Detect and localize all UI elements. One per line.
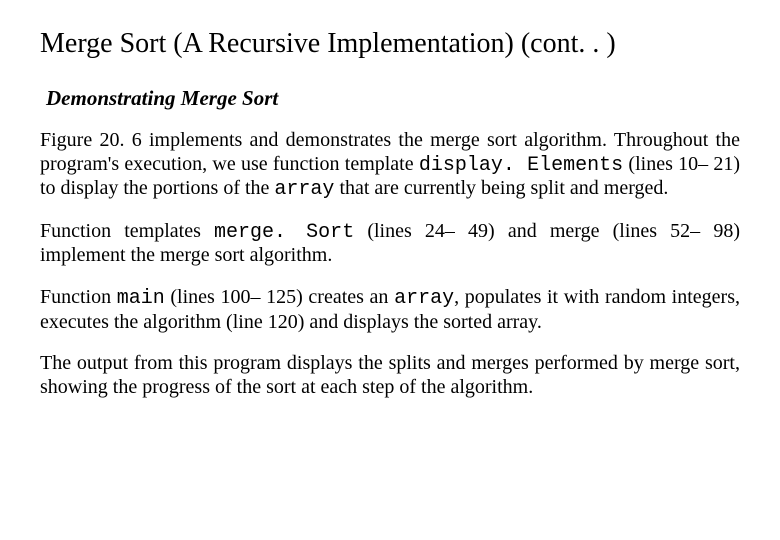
code-array: array bbox=[394, 287, 454, 310]
paragraph-2: Function templates merge. Sort (lines 24… bbox=[40, 220, 740, 268]
code-merge-sort: merge. Sort bbox=[214, 221, 354, 244]
code-array: array bbox=[274, 178, 334, 201]
paragraph-1: Figure 20. 6 implements and demonstrates… bbox=[40, 129, 740, 202]
text: Function bbox=[40, 286, 117, 308]
text: that are currently being split and merge… bbox=[334, 177, 668, 199]
code-main: main bbox=[117, 287, 165, 310]
text: (lines 100– 125) creates an bbox=[165, 286, 394, 308]
text: Function templates bbox=[40, 220, 214, 242]
page-title: Merge Sort (A Recursive Implementation) … bbox=[40, 28, 740, 60]
paragraph-4: The output from this program displays th… bbox=[40, 352, 740, 399]
section-subtitle: Demonstrating Merge Sort bbox=[46, 86, 740, 111]
code-display-elements: display. Elements bbox=[419, 154, 623, 177]
document-page: Merge Sort (A Recursive Implementation) … bbox=[0, 0, 780, 437]
paragraph-3: Function main (lines 100– 125) creates a… bbox=[40, 286, 740, 334]
